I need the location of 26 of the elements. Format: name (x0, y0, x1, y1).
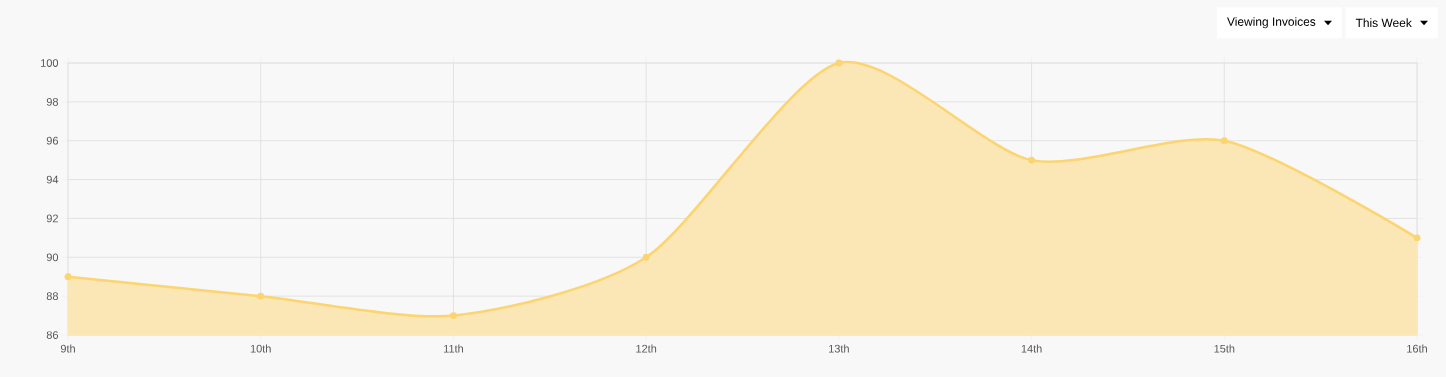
y-tick-label: 86 (46, 331, 58, 339)
point (450, 312, 457, 320)
point (1220, 137, 1228, 145)
point (1413, 234, 1421, 242)
x-tick-label: 15th (1214, 344, 1235, 353)
y-tick-label: 92 (46, 214, 58, 223)
x-tick-label: 10th (250, 344, 271, 353)
x-tick-label: 13th (829, 344, 849, 353)
y-tick-label: 90 (46, 253, 59, 262)
point (1028, 156, 1036, 164)
y-tick-label: 98 (46, 97, 58, 106)
y-tick-label: 94 (46, 175, 59, 184)
x-tick-label: 11th (444, 344, 463, 353)
x-tick-label: 9th (60, 344, 75, 353)
y-tick-label: 100 (41, 59, 59, 67)
y-tick-label: 88 (46, 292, 58, 301)
point (642, 253, 650, 261)
point (64, 273, 72, 281)
text: Viewing Invoices (1227, 17, 1316, 29)
text: This Week (1355, 18, 1412, 28)
point (257, 292, 265, 300)
x-tick-label: 14th (1021, 344, 1042, 353)
x-tick-label: 16th (1407, 344, 1427, 353)
y-tick-label: 96 (46, 136, 58, 145)
point (835, 59, 843, 67)
x-tick-label: 12th (636, 344, 657, 353)
